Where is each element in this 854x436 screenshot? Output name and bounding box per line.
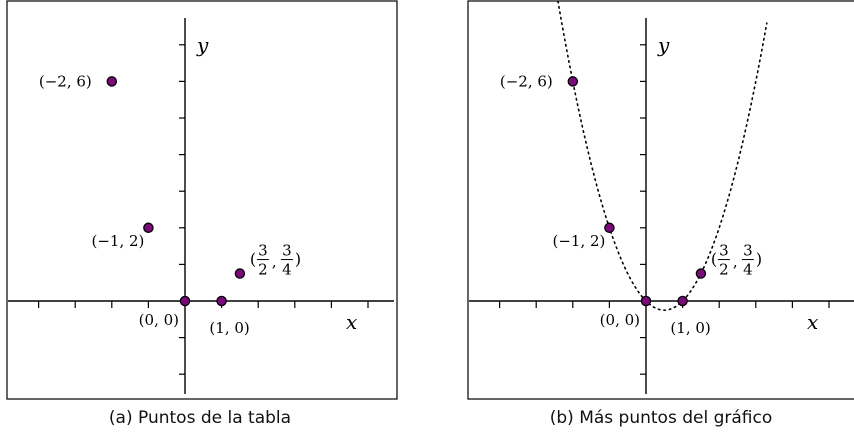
parabola-curve [556, 0, 768, 311]
data-point [677, 295, 688, 307]
point-label: (−1, 2) [91, 232, 144, 250]
point-label: (−2, 6) [500, 72, 553, 90]
y-axis-label: y [196, 33, 209, 57]
fraction-close-paren: ) [295, 250, 301, 269]
fraction-denominator: 4 [282, 261, 292, 279]
point-label: (0, 0) [139, 311, 179, 329]
fraction-numerator: 3 [258, 242, 268, 260]
point-label: (1, 0) [209, 319, 249, 337]
data-point [234, 268, 246, 279]
point-label: (−1, 2) [552, 232, 605, 250]
data-point [143, 222, 154, 234]
chart-panel-b: x y (−2, 6) (−1, 2) (0, 0) (1, 0)(3 2, 3 4) [467, 0, 854, 400]
data-point [216, 295, 227, 307]
point-label: (0, 0) [600, 311, 640, 329]
fraction-open-paren: ( [711, 250, 717, 269]
fraction-numerator: 3 [282, 242, 292, 260]
fraction-close-paren: ) [756, 250, 762, 269]
data-point [695, 268, 707, 279]
fraction-open-paren: ( [250, 250, 256, 269]
fraction-denominator: 2 [258, 261, 268, 279]
point-label: (−2, 6) [39, 72, 92, 90]
y-axis-label: y [657, 33, 670, 57]
data-point [567, 76, 579, 87]
fraction-separator: , [733, 253, 738, 271]
plot-frame [6, 0, 398, 400]
x-axis-label: x [346, 310, 357, 334]
fraction-denominator: 4 [743, 261, 753, 279]
point-label-fraction: (32,34) [250, 242, 301, 279]
plot-frame [467, 0, 854, 400]
chart-panel-a: x y (−2, 6) (−1, 2) (0, 0) (1, 0)(3 2, 3 4) [6, 0, 398, 400]
data-point [179, 295, 191, 307]
fraction-denominator: 2 [719, 261, 729, 279]
fraction-numerator: 3 [719, 242, 729, 260]
data-point [604, 222, 615, 234]
fraction-numerator: 3 [743, 242, 753, 260]
data-point [640, 295, 652, 307]
point-label: (1, 0) [670, 319, 710, 337]
fraction-separator: , [272, 253, 277, 271]
chart-a-caption: (a) Puntos de la tabla [108, 408, 292, 428]
chart-b-caption: (b) Más puntos del gráfico [549, 408, 773, 428]
chart-b-plot: xy(−2, 6)(−1, 2)(0, 0) (1, 0)(32,34) [467, 0, 854, 400]
data-point [106, 76, 118, 87]
point-label-fraction: (32,34) [711, 242, 762, 279]
x-axis-label: x [807, 310, 818, 334]
chart-a-plot: xy(−2, 6)(−1, 2)(0, 0) (1, 0)(32,34) [6, 0, 398, 400]
